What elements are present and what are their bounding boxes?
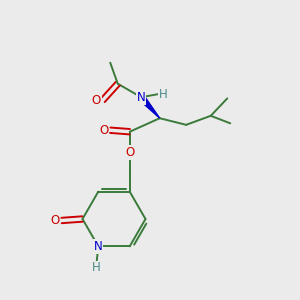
Text: O: O [125,146,134,159]
Text: O: O [99,124,108,137]
Text: O: O [92,94,101,107]
Text: N: N [94,240,103,253]
Text: O: O [50,214,59,227]
Polygon shape [139,95,160,118]
Text: H: H [159,88,167,101]
Text: H: H [92,261,101,274]
Text: N: N [137,91,146,104]
